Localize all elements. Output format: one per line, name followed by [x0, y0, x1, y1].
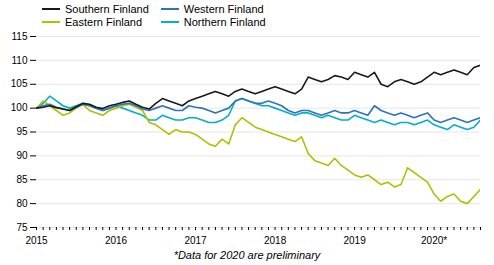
- svg-text:2015: 2015: [25, 235, 48, 246]
- svg-text:75: 75: [16, 222, 28, 233]
- svg-text:2020*: 2020*: [421, 235, 447, 246]
- svg-text:80: 80: [16, 198, 28, 209]
- html-text:Northern Finland: Northern Finland: [183, 16, 266, 28]
- svg-text:115: 115: [12, 31, 28, 42]
- html-text:Southern Finland: Southern Finland: [65, 3, 149, 15]
- svg-text:90: 90: [16, 150, 28, 161]
- html-text:Western Finland: Western Finland: [183, 3, 264, 15]
- svg-text:2016: 2016: [105, 235, 128, 246]
- svg-text:2017: 2017: [184, 235, 207, 246]
- svg-text:2018: 2018: [264, 235, 287, 246]
- svg-text:105: 105: [11, 78, 28, 89]
- html-text:*Data for 2020 are preliminary: *Data for 2020 are preliminary: [173, 249, 321, 261]
- html-text:Eastern Finland: Eastern Finland: [65, 16, 142, 28]
- svg-text:100: 100: [11, 102, 28, 113]
- svg-text:2019: 2019: [343, 235, 366, 246]
- svg-text:85: 85: [16, 174, 28, 185]
- svg-text:110: 110: [12, 55, 28, 66]
- svg-text:95: 95: [16, 126, 28, 137]
